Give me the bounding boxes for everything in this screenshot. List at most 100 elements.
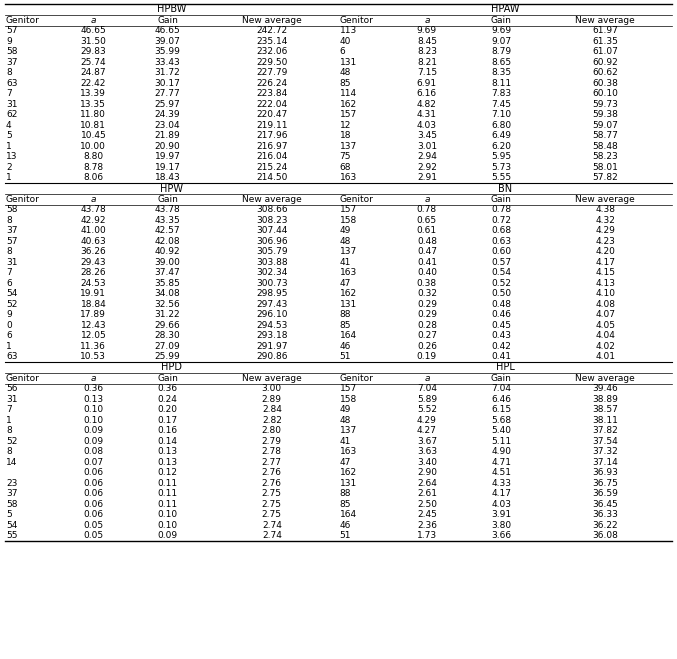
Text: New average: New average <box>242 374 302 383</box>
Text: 308.66: 308.66 <box>256 205 288 214</box>
Text: 22.42: 22.42 <box>81 78 106 88</box>
Text: 0.29: 0.29 <box>417 310 437 319</box>
Text: 6.20: 6.20 <box>491 142 511 151</box>
Text: 0.05: 0.05 <box>83 531 104 540</box>
Text: 163: 163 <box>339 268 357 277</box>
Text: HPBW: HPBW <box>157 5 186 14</box>
Text: 4.38: 4.38 <box>595 205 615 214</box>
Text: 305.79: 305.79 <box>256 247 288 256</box>
Text: Genitor: Genitor <box>339 16 374 25</box>
Text: 33.43: 33.43 <box>155 58 181 67</box>
Text: 0.45: 0.45 <box>491 321 511 330</box>
Text: 47: 47 <box>339 458 351 467</box>
Text: 0.10: 0.10 <box>83 416 104 425</box>
Text: 9.69: 9.69 <box>491 26 511 35</box>
Text: 39.07: 39.07 <box>154 37 181 45</box>
Text: 4.04: 4.04 <box>595 331 615 340</box>
Text: 58.48: 58.48 <box>592 142 618 151</box>
Text: 36.26: 36.26 <box>81 247 106 256</box>
Text: 0.43: 0.43 <box>491 331 511 340</box>
Text: 31.50: 31.50 <box>81 37 106 45</box>
Text: 163: 163 <box>339 173 357 183</box>
Text: 0.42: 0.42 <box>491 342 511 351</box>
Text: 52: 52 <box>6 437 18 445</box>
Text: 56: 56 <box>6 384 18 393</box>
Text: 5: 5 <box>6 510 12 519</box>
Text: 0.06: 0.06 <box>83 500 104 509</box>
Text: 0.29: 0.29 <box>417 300 437 309</box>
Text: 58: 58 <box>6 47 18 56</box>
Text: 0.09: 0.09 <box>83 437 104 445</box>
Text: 37.32: 37.32 <box>592 447 618 456</box>
Text: 2.76: 2.76 <box>262 469 282 477</box>
Text: a: a <box>91 374 96 383</box>
Text: Genitor: Genitor <box>339 195 374 204</box>
Text: 7: 7 <box>6 405 12 415</box>
Text: 2: 2 <box>6 163 12 172</box>
Text: 31: 31 <box>6 100 18 109</box>
Text: 229.50: 229.50 <box>256 58 288 67</box>
Text: 54: 54 <box>6 289 18 299</box>
Text: 36.75: 36.75 <box>592 478 618 488</box>
Text: 8: 8 <box>6 447 12 456</box>
Text: 2.45: 2.45 <box>417 510 437 519</box>
Text: 5.89: 5.89 <box>417 395 437 404</box>
Text: New average: New average <box>242 195 302 204</box>
Text: 29.43: 29.43 <box>81 258 106 267</box>
Text: 2.64: 2.64 <box>417 478 437 488</box>
Text: 7.04: 7.04 <box>491 384 511 393</box>
Text: New average: New average <box>575 16 635 25</box>
Text: 39.46: 39.46 <box>592 384 618 393</box>
Text: 226.24: 226.24 <box>256 78 287 88</box>
Text: 14: 14 <box>6 458 18 467</box>
Text: 4.31: 4.31 <box>417 110 437 119</box>
Text: New average: New average <box>575 195 635 204</box>
Text: 0: 0 <box>6 321 12 330</box>
Text: 18: 18 <box>339 131 351 140</box>
Text: 6.16: 6.16 <box>417 89 437 98</box>
Text: 41.00: 41.00 <box>81 226 106 235</box>
Text: 0.09: 0.09 <box>83 426 104 435</box>
Text: 41: 41 <box>339 258 351 267</box>
Text: 0.11: 0.11 <box>158 500 177 509</box>
Text: 39.00: 39.00 <box>154 258 181 267</box>
Text: 27.09: 27.09 <box>155 342 181 351</box>
Text: 242.72: 242.72 <box>256 26 287 35</box>
Text: 85: 85 <box>339 78 351 88</box>
Text: 5.52: 5.52 <box>417 405 437 415</box>
Text: 2.80: 2.80 <box>262 426 282 435</box>
Text: 4.13: 4.13 <box>595 279 615 288</box>
Text: 9: 9 <box>6 37 12 45</box>
Text: 2.82: 2.82 <box>262 416 282 425</box>
Text: 5.40: 5.40 <box>491 426 511 435</box>
Text: 4.10: 4.10 <box>595 289 615 299</box>
Text: 6: 6 <box>6 331 12 340</box>
Text: 35.99: 35.99 <box>154 47 181 56</box>
Text: 0.09: 0.09 <box>158 531 177 540</box>
Text: 24.53: 24.53 <box>81 279 106 288</box>
Text: 24.39: 24.39 <box>155 110 180 119</box>
Text: 0.78: 0.78 <box>491 205 511 214</box>
Text: 4.29: 4.29 <box>417 416 437 425</box>
Text: 8.23: 8.23 <box>417 47 437 56</box>
Text: 0.60: 0.60 <box>491 247 511 256</box>
Text: 0.14: 0.14 <box>158 437 177 445</box>
Text: 8.80: 8.80 <box>83 152 104 161</box>
Text: 8.78: 8.78 <box>83 163 104 172</box>
Text: 216.97: 216.97 <box>256 142 288 151</box>
Text: 58.77: 58.77 <box>592 131 618 140</box>
Text: 23.04: 23.04 <box>155 121 180 130</box>
Text: 46.65: 46.65 <box>155 26 181 35</box>
Text: 88: 88 <box>339 489 351 498</box>
Text: 21.89: 21.89 <box>155 131 181 140</box>
Text: 4.15: 4.15 <box>595 268 615 277</box>
Text: 0.36: 0.36 <box>158 384 177 393</box>
Text: 57: 57 <box>6 26 18 35</box>
Text: 4.01: 4.01 <box>595 353 615 361</box>
Text: 227.79: 227.79 <box>256 69 288 77</box>
Text: 35.85: 35.85 <box>154 279 181 288</box>
Text: 2.89: 2.89 <box>262 395 282 404</box>
Text: HPW: HPW <box>160 183 183 194</box>
Text: 7.04: 7.04 <box>417 384 437 393</box>
Text: 60.38: 60.38 <box>592 78 618 88</box>
